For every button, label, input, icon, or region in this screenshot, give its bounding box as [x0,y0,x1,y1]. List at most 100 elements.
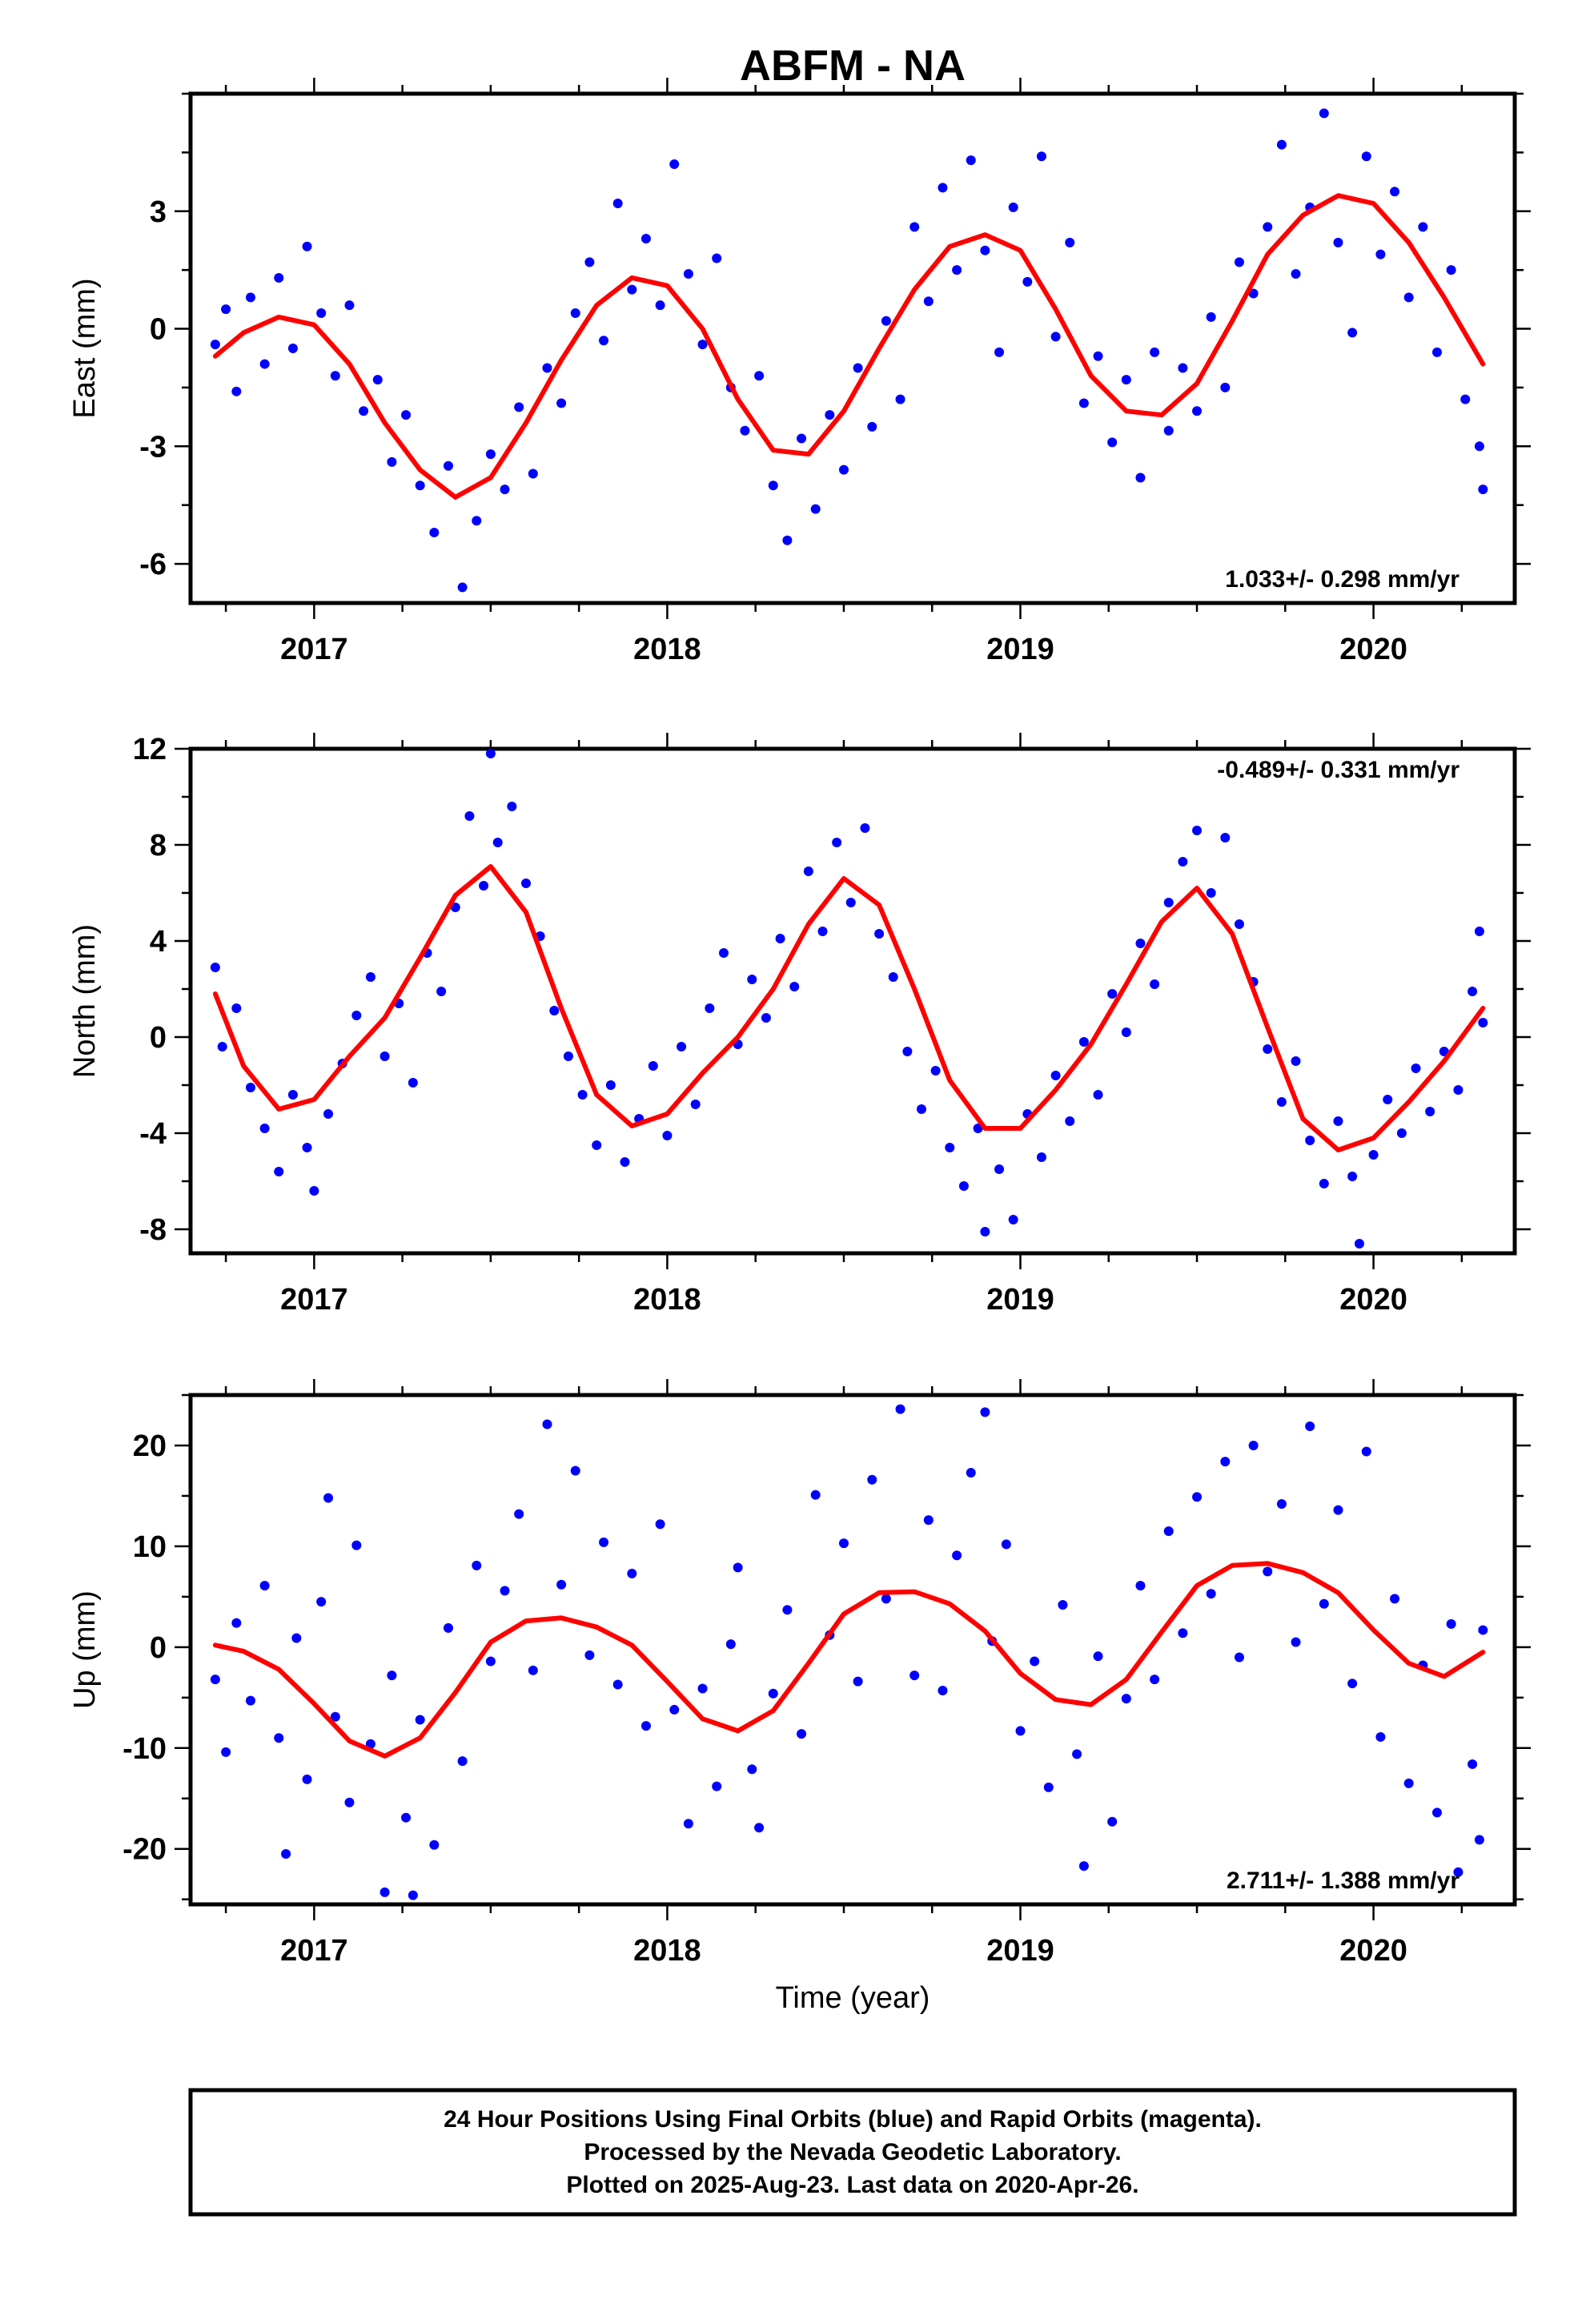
y-axis-label-east: East (mm) [68,278,102,418]
data-point [231,1618,242,1628]
data-point [415,1715,425,1725]
data-point [450,903,460,912]
data-point [330,1711,340,1722]
data-point [1078,398,1089,408]
data-point [1234,919,1244,929]
data-point [457,1756,468,1767]
data-point [1418,222,1428,232]
data-point [930,1066,941,1076]
data-point [542,363,552,373]
y-tick-label: 8 [150,829,167,862]
x-tick-label: 2020 [1339,633,1407,666]
data-point [584,1650,595,1660]
data-point [838,1538,849,1549]
data-point [401,410,412,420]
data-point [365,972,375,982]
data-point [662,1131,673,1140]
data-point [401,1812,412,1823]
data-point [874,929,885,939]
data-point [1022,276,1033,287]
x-tick-label: 2018 [633,1934,701,1968]
data-point [923,296,934,307]
x-tick-label: 2017 [280,1283,348,1317]
data-point [1150,1675,1160,1685]
x-tick-label: 2019 [986,633,1054,666]
data-point [221,304,231,315]
data-point [1121,1694,1131,1704]
data-point [584,257,595,267]
data-point [1276,139,1287,150]
x-tick-label: 2018 [633,633,701,666]
data-point [705,1003,715,1013]
data-point [528,1665,538,1675]
data-point [302,1143,312,1152]
data-point [966,1467,976,1478]
data-point [570,1466,580,1476]
data-point [259,1581,270,1591]
data-point [500,1586,510,1596]
data-point [274,1167,284,1176]
data-point [1347,328,1358,338]
data-point [810,1490,821,1500]
data-point [902,1047,913,1056]
data-point [542,1419,552,1429]
data-point [1446,265,1456,275]
y-tick-label: -6 [139,548,167,581]
data-point [1150,347,1160,357]
data-point [1263,1044,1273,1054]
data-point [1383,1095,1393,1104]
data-point [797,1729,807,1739]
data-point [881,316,891,326]
data-point [577,1090,588,1100]
data-point [683,269,693,279]
data-point [1234,1652,1244,1663]
y-tick-label: -20 [122,1833,167,1867]
data-point [952,1550,962,1561]
data-point [1206,1589,1216,1599]
data-point [895,394,905,404]
data-point [1453,1867,1464,1877]
data-point [909,1671,920,1681]
data-point [1150,979,1160,989]
data-point [690,1100,701,1109]
data-point [1474,441,1484,452]
data-point [316,308,327,318]
y-tick-label: 4 [150,925,167,959]
data-point [605,1080,616,1090]
data-point [1319,108,1329,119]
fit-curve-north [212,864,1486,1152]
data-point [612,1679,623,1690]
data-point [1178,1628,1188,1638]
data-point [1121,375,1131,385]
data-point [231,386,242,396]
data-point [888,972,898,982]
data-point [1192,826,1203,835]
data-point [259,1124,270,1133]
data-point [387,456,397,467]
data-point [1468,987,1478,996]
data-point [1333,237,1343,247]
data-point [492,838,503,847]
data-point [1375,249,1386,259]
data-point [712,253,722,263]
data-point [1347,1172,1358,1181]
data-point [980,1227,990,1236]
data-point [344,300,355,311]
data-point [359,406,369,416]
rate-label-north: -0.489+/- 0.331 mm/yr [1217,757,1460,783]
data-point [994,1164,1005,1174]
data-point [429,1839,440,1850]
data-point [599,336,609,346]
data-point [274,1733,284,1743]
data-point [1291,1056,1301,1066]
x-tick-label: 2020 [1339,1934,1407,1968]
data-point [1178,363,1188,373]
data-point [500,485,510,495]
data-point [1291,1637,1301,1647]
data-point [677,1042,687,1051]
data-point [210,1675,220,1685]
data-point [302,1774,312,1784]
panel-east: 2017 2018 2019 2020 -6 -3 0 3 East (mm) 1.033+/- … [68,78,1531,666]
data-point [309,1186,319,1196]
data-point [683,1819,693,1829]
